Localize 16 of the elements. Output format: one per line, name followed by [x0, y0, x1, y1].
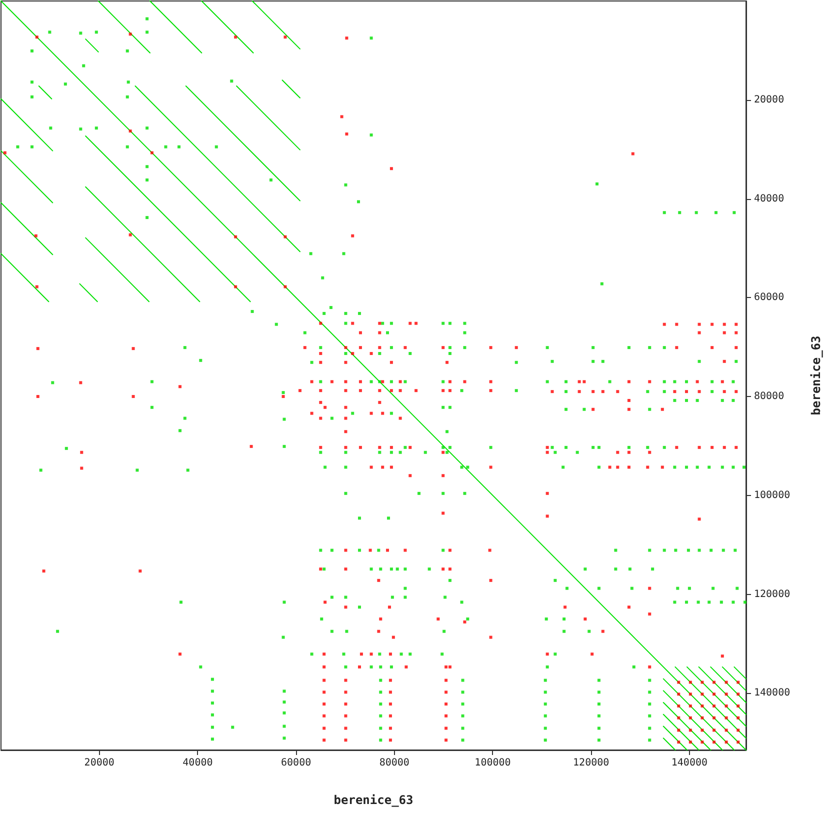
x-tick-label: 120000	[573, 758, 610, 768]
x-tick-label: 80000	[379, 758, 410, 768]
y-tick-label: 80000	[754, 391, 784, 402]
x-tick-label: 140000	[671, 758, 708, 768]
x-tick-label: 40000	[182, 758, 213, 768]
y-tick-label: 120000	[754, 588, 790, 600]
y-axis-title: berenice_63	[809, 336, 823, 416]
x-axis-title: berenice_63	[334, 793, 414, 807]
x-tick-label: 100000	[474, 758, 511, 768]
y-tick-label: 140000	[754, 688, 790, 699]
x-tick-label: 60000	[280, 758, 312, 768]
y-tick-label: 100000	[754, 490, 790, 501]
x-tick-label: 20000	[84, 758, 114, 768]
y-tick-label: 40000	[754, 193, 784, 204]
y-tick-label: 20000	[754, 94, 784, 106]
y-tick-label: 60000	[754, 292, 784, 304]
